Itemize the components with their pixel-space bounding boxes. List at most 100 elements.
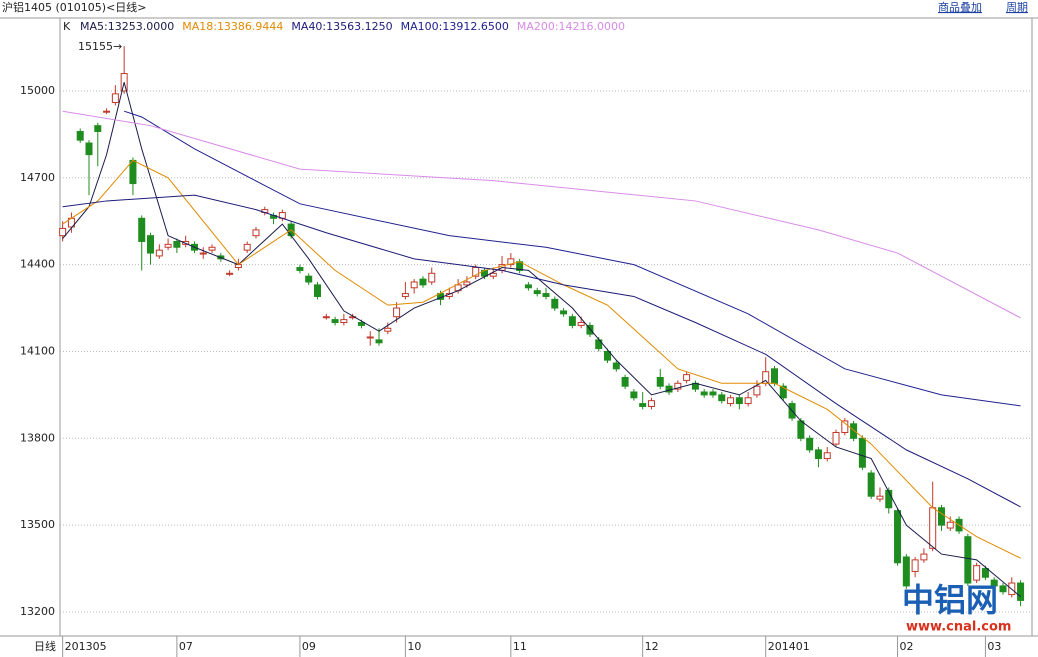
candle-body <box>331 319 339 324</box>
candle-body <box>103 110 111 113</box>
y-tick-label: 13200 <box>20 605 55 618</box>
candle-body <box>718 394 726 402</box>
candle-body <box>814 449 822 460</box>
x-tick-label: 07 <box>179 640 193 653</box>
candle-body <box>639 403 647 407</box>
candle-body <box>551 298 559 309</box>
candle-body <box>920 553 928 561</box>
x-tick-label: 09 <box>302 640 316 653</box>
candle-body <box>867 472 875 497</box>
candle-body <box>621 377 629 387</box>
watermark-url: www.cnal.com <box>906 620 1011 635</box>
candle-body <box>243 243 251 251</box>
x-tick-label: 201305 <box>65 640 107 653</box>
candle-body <box>199 252 207 255</box>
candle-body <box>568 316 576 326</box>
y-tick-label: 15000 <box>20 84 55 97</box>
y-tick-label: 14700 <box>20 171 55 184</box>
candle-body <box>876 495 884 500</box>
candle-body <box>419 278 427 286</box>
candle-body <box>314 284 322 297</box>
candle-body <box>656 377 664 387</box>
candle-body <box>94 125 102 132</box>
candle-body <box>366 336 374 339</box>
candle-body <box>164 243 172 248</box>
candle-body <box>296 267 304 271</box>
candle-body <box>797 420 805 439</box>
candle-body <box>753 385 761 396</box>
candle-body <box>305 275 313 283</box>
candle-body <box>894 510 902 564</box>
candle-body <box>586 324 594 335</box>
ma-line <box>62 110 1021 319</box>
candle-body <box>560 310 568 315</box>
candle-body <box>76 130 84 141</box>
candle-body <box>226 272 234 275</box>
legend-entry: MA100:13912.6500 <box>401 20 509 33</box>
candle-body <box>946 521 954 529</box>
candle-body <box>999 585 1007 593</box>
watermark-logo: 中铝网 <box>902 581 998 619</box>
x-tick-label: 10 <box>407 640 421 653</box>
legend-entry: MA18:13386.9444 <box>182 20 283 33</box>
legend-entry: MA40:13563.1250 <box>291 20 392 33</box>
candle-body <box>911 559 919 572</box>
candle-body <box>357 322 365 326</box>
candle-body <box>410 281 418 289</box>
legend-entry: MA200:14216.0000 <box>517 20 625 33</box>
ma-line <box>123 110 1021 407</box>
candle-body <box>709 391 717 396</box>
candle-body <box>858 437 866 468</box>
candle-body <box>208 246 216 251</box>
candle-body <box>375 339 383 344</box>
candle-body <box>727 397 735 405</box>
candle-body <box>841 420 849 434</box>
candle-body <box>806 437 814 451</box>
candle-body <box>647 400 655 407</box>
x-tick-label: 201401 <box>768 640 810 653</box>
candle-body <box>577 322 585 326</box>
candle-body <box>832 432 840 445</box>
candle-body <box>885 489 893 509</box>
candle-body <box>129 159 137 185</box>
candle-body <box>770 368 778 384</box>
x-tick-label: 12 <box>645 640 659 653</box>
y-tick-label: 13800 <box>20 431 55 444</box>
candle-body <box>384 327 392 332</box>
candle-body <box>683 374 691 381</box>
period-link[interactable]: 周期 <box>1006 1 1028 14</box>
candle-body <box>850 423 858 439</box>
header-title: 沪铝1405 (010105)<日线> <box>2 0 147 14</box>
ma-line <box>62 194 1021 508</box>
candle-body <box>340 319 348 324</box>
candle-body <box>489 272 497 277</box>
ma-line <box>62 159 1021 559</box>
candle-body <box>85 142 93 156</box>
candle-body <box>1017 582 1025 601</box>
candle-body <box>59 227 67 237</box>
candle-body <box>744 397 752 405</box>
candle-body <box>973 565 981 581</box>
overlay-link[interactable]: 商品叠加 <box>938 0 982 14</box>
candle-body <box>533 290 541 295</box>
x-tick-label: 02 <box>900 640 914 653</box>
candle-body <box>990 579 998 587</box>
y-tick-label: 13500 <box>20 518 55 531</box>
candle-body <box>700 391 708 396</box>
candle-body <box>612 362 620 370</box>
x-tick-label: 11 <box>513 640 527 653</box>
candle-body <box>542 293 550 297</box>
period-label: 日线 <box>34 639 56 653</box>
candle-body <box>393 307 401 318</box>
candle-body <box>401 293 409 297</box>
candle-body <box>929 507 937 549</box>
candle-body <box>674 382 682 390</box>
candle-body <box>155 249 163 257</box>
x-tick-label: 03 <box>987 640 1001 653</box>
candle-body <box>779 385 787 399</box>
candle-body <box>735 397 743 405</box>
candle-body <box>823 452 831 460</box>
candle-body <box>322 316 330 319</box>
